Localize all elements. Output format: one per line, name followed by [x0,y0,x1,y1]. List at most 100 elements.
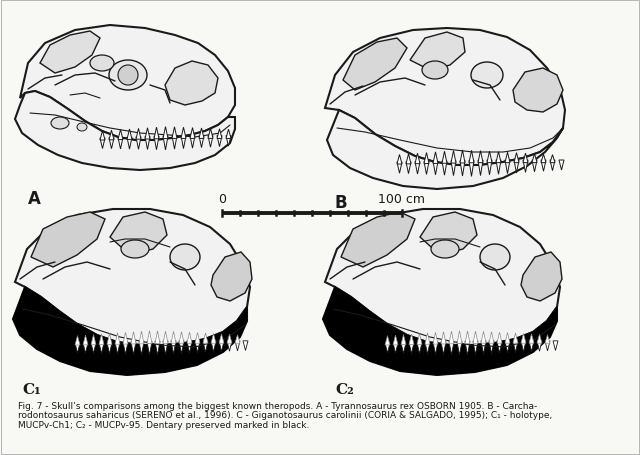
Polygon shape [513,69,563,113]
Polygon shape [513,341,518,353]
Polygon shape [165,62,218,106]
Polygon shape [195,333,200,344]
Polygon shape [523,154,528,163]
Ellipse shape [471,63,503,89]
Polygon shape [514,153,519,163]
Polygon shape [409,334,414,345]
Ellipse shape [422,62,448,80]
Polygon shape [465,331,470,344]
Polygon shape [217,136,222,147]
Polygon shape [40,32,100,74]
Polygon shape [203,341,208,353]
Polygon shape [545,335,550,344]
Polygon shape [550,161,555,171]
Polygon shape [91,335,96,345]
Polygon shape [481,332,486,344]
Polygon shape [243,341,248,351]
Polygon shape [523,161,528,173]
Polygon shape [227,334,232,344]
Polygon shape [190,136,195,149]
Polygon shape [155,341,160,355]
Text: A: A [28,190,41,207]
Polygon shape [460,151,465,164]
Polygon shape [179,341,184,354]
Polygon shape [13,288,247,375]
Polygon shape [99,334,104,345]
Text: C₁: C₁ [22,382,41,396]
Polygon shape [341,212,415,268]
Polygon shape [415,154,420,164]
Polygon shape [145,128,150,140]
Polygon shape [433,342,438,354]
Polygon shape [521,334,526,344]
Polygon shape [489,341,494,354]
Text: Fig. 7 - Skull’s comparisons among the biggest known theropods. A - Tyrannosauru: Fig. 7 - Skull’s comparisons among the b… [18,401,537,410]
Polygon shape [15,210,250,345]
Polygon shape [145,137,150,150]
Polygon shape [226,130,231,139]
Polygon shape [235,335,240,344]
Polygon shape [171,341,176,354]
Polygon shape [163,136,168,151]
Polygon shape [478,161,483,176]
Polygon shape [172,136,177,150]
Ellipse shape [51,118,69,130]
Polygon shape [489,332,494,344]
Polygon shape [235,341,240,351]
Polygon shape [417,334,422,344]
Polygon shape [91,343,96,354]
Polygon shape [208,136,213,148]
Polygon shape [123,333,128,344]
Text: C₂: C₂ [335,382,354,396]
Polygon shape [323,288,557,375]
Polygon shape [385,336,390,345]
Polygon shape [123,342,128,354]
Polygon shape [118,130,123,140]
Polygon shape [410,33,465,71]
Polygon shape [109,138,114,149]
Polygon shape [131,342,136,355]
Polygon shape [99,343,104,354]
Polygon shape [187,341,192,354]
Polygon shape [532,154,537,163]
Polygon shape [469,151,474,163]
Polygon shape [424,153,429,164]
Polygon shape [385,343,390,353]
Polygon shape [181,128,186,139]
Polygon shape [553,341,558,351]
Polygon shape [219,341,224,352]
Polygon shape [529,334,534,344]
Polygon shape [537,334,542,344]
Polygon shape [211,341,216,352]
Polygon shape [208,129,213,139]
Polygon shape [521,253,562,301]
Polygon shape [541,161,546,172]
Polygon shape [163,341,168,355]
Polygon shape [505,333,510,344]
Polygon shape [545,341,550,351]
Polygon shape [154,137,159,150]
Polygon shape [139,332,144,344]
Polygon shape [465,341,470,355]
Polygon shape [343,39,407,91]
Text: rodontosaurus saharicus (SERENO et al., 1996). C - Giganotosaurus carolinii (COR: rodontosaurus saharicus (SERENO et al., … [18,410,552,420]
Polygon shape [513,333,518,344]
Polygon shape [433,333,438,344]
Polygon shape [139,342,144,355]
Polygon shape [401,335,406,345]
Polygon shape [136,129,141,140]
Polygon shape [107,343,112,354]
Ellipse shape [480,244,510,270]
Polygon shape [20,26,235,141]
Polygon shape [13,288,247,375]
Polygon shape [325,29,565,166]
Polygon shape [75,343,80,353]
Ellipse shape [170,244,200,270]
Text: B: B [335,193,348,212]
Polygon shape [325,210,560,345]
Polygon shape [100,139,105,149]
Polygon shape [433,162,438,176]
Polygon shape [505,341,510,353]
Polygon shape [425,342,430,354]
Ellipse shape [77,124,87,131]
